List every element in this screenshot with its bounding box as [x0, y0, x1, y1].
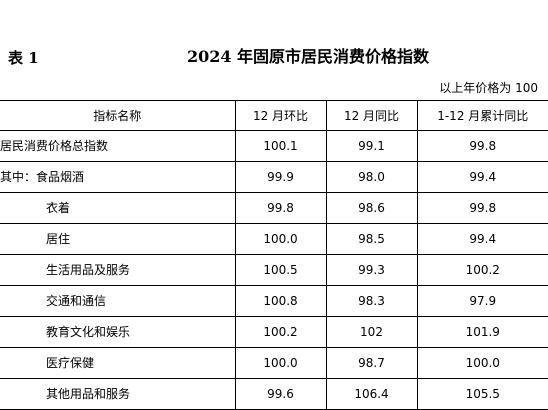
column-header-indicator-name: 指标名称 [0, 100, 235, 131]
indicator-name-cell: 教育文化和娱乐 [0, 316, 235, 348]
cpi-table: 指标名称 12 月环比 12 月同比 1-12 月累计同比 居民消费价格总指数 1… [0, 100, 548, 410]
table-row: 交通和通信 100.8 98.3 97.9 [0, 285, 548, 317]
month-on-month-cell: 100.1 [234, 130, 326, 162]
year-on-year-cell: 99.1 [325, 130, 417, 162]
cumulative-year-on-year-cell: 99.4 [416, 161, 548, 193]
table-row: 其中：食品烟酒 99.9 98.0 99.4 [0, 161, 548, 193]
indicator-name-cell: 其中：食品烟酒 [0, 161, 235, 193]
year-on-year-cell: 98.7 [325, 347, 417, 379]
year-on-year-cell: 98.6 [325, 192, 417, 224]
month-on-month-cell: 100.0 [234, 223, 326, 255]
indicator-name-cell: 衣着 [0, 192, 235, 224]
table-row: 居住 100.0 98.5 99.4 [0, 223, 548, 255]
column-header-year-on-year: 12 月同比 [325, 100, 417, 131]
table-body: 居民消费价格总指数 100.1 99.1 99.8 其中：食品烟酒 99.9 98.0 99.… [0, 130, 548, 410]
indicator-name-cell: 居民消费价格总指数 [0, 130, 235, 162]
year-on-year-cell: 98.5 [325, 223, 417, 255]
cumulative-year-on-year-cell: 100.2 [416, 254, 548, 286]
table-row: 衣着 99.8 98.6 99.8 [0, 192, 548, 224]
year-on-year-cell: 99.3 [325, 254, 417, 286]
table-number-label: 表 1 [8, 49, 39, 67]
cumulative-year-on-year-cell: 97.9 [416, 285, 548, 317]
month-on-month-cell: 99.8 [234, 192, 326, 224]
table-row: 生活用品及服务 100.5 99.3 100.2 [0, 254, 548, 286]
cumulative-year-on-year-cell: 100.0 [416, 347, 548, 379]
cumulative-year-on-year-cell: 99.4 [416, 223, 548, 255]
cumulative-year-on-year-cell: 99.8 [416, 130, 548, 162]
indicator-name-cell: 交通和通信 [0, 285, 235, 317]
table-row: 医疗保健 100.0 98.7 100.0 [0, 347, 548, 379]
cumulative-year-on-year-cell: 101.9 [416, 316, 548, 348]
page-title: 2024 年固原市居民消费价格指数 [186, 47, 430, 66]
column-header-month-on-month: 12 月环比 [234, 100, 326, 131]
indicator-name-cell: 居住 [0, 223, 235, 255]
year-on-year-cell: 102 [325, 316, 417, 348]
table-row: 教育文化和娱乐 100.2 102 101.9 [0, 316, 548, 348]
cumulative-year-on-year-cell: 99.8 [416, 192, 548, 224]
year-on-year-cell: 98.0 [325, 161, 417, 193]
table-row: 居民消费价格总指数 100.1 99.1 99.8 [0, 130, 548, 162]
month-on-month-cell: 99.9 [234, 161, 326, 193]
column-header-cumulative-year-on-year: 1-12 月累计同比 [416, 100, 548, 131]
year-on-year-cell: 98.3 [325, 285, 417, 317]
month-on-month-cell: 100.0 [234, 347, 326, 379]
table-header-row: 指标名称 12 月环比 12 月同比 1-12 月累计同比 [0, 100, 548, 131]
month-on-month-cell: 100.8 [234, 285, 326, 317]
month-on-month-cell: 100.2 [234, 316, 326, 348]
indicator-name-cell: 生活用品及服务 [0, 254, 235, 286]
indicator-name-cell: 医疗保健 [0, 347, 235, 379]
month-on-month-cell: 100.5 [234, 254, 326, 286]
unit-note: 以上年价格为 100 [439, 81, 538, 95]
